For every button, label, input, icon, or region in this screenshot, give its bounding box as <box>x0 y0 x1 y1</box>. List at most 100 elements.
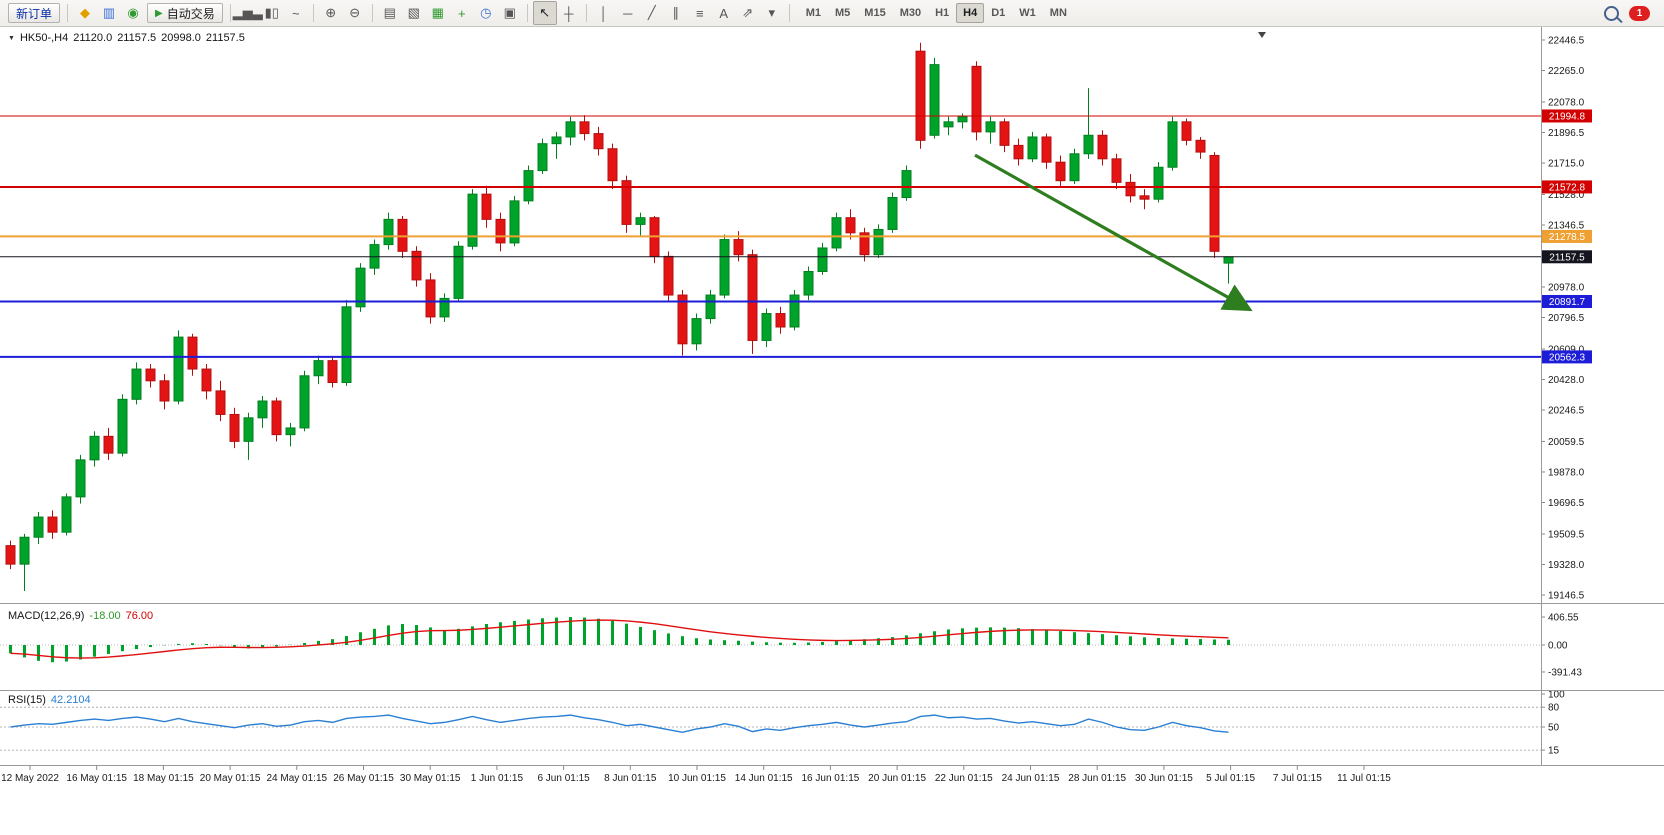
svg-text:19509.5: 19509.5 <box>1548 529 1585 540</box>
svg-text:11 Jul 01:15: 11 Jul 01:15 <box>1337 773 1391 784</box>
svg-text:20891.7: 20891.7 <box>1549 297 1586 308</box>
macd-main-value: -18.00 <box>89 610 121 622</box>
svg-text:21157.5: 21157.5 <box>1549 252 1585 263</box>
svg-text:0.00: 0.00 <box>1548 641 1568 652</box>
timeframe-m15-button[interactable]: M15 <box>857 3 892 23</box>
arrange-windows-icon[interactable]: ▦ <box>431 5 444 20</box>
text-icon[interactable]: A <box>719 5 729 21</box>
svg-text:12 May 2022: 12 May 2022 <box>1 773 59 784</box>
auto-trading-button[interactable]: ▶ 自动交易 <box>147 3 223 23</box>
trade-ticket-icon[interactable]: ◆ <box>80 5 91 20</box>
timeframe-group: M1 M5 M15 M30 H1 H4 D1 W1 MN <box>799 3 1074 23</box>
horizontal-level-lines[interactable] <box>0 115 1541 358</box>
macd-name: MACD(12,26,9) <box>8 610 85 622</box>
timeframe-h1-button[interactable]: H1 <box>928 3 956 23</box>
svg-text:21715.0: 21715.0 <box>1548 159 1585 170</box>
svg-text:26 May 01:15: 26 May 01:15 <box>333 773 394 784</box>
vertical-line-icon[interactable]: │ <box>599 5 608 21</box>
macd-label: MACD(12,26,9) -18.00 76.00 <box>8 610 158 622</box>
new-chart-icon[interactable]: + <box>457 5 466 21</box>
templates-icon[interactable]: ▣ <box>503 5 516 20</box>
macd-signal-value: 76.00 <box>125 610 154 622</box>
trendline-icon[interactable]: ╱ <box>647 5 656 20</box>
timeframe-mn-button[interactable]: MN <box>1043 3 1074 23</box>
horizontal-line-icon[interactable]: ─ <box>623 5 633 21</box>
zoom-in-icon[interactable]: ⊕ <box>325 5 337 20</box>
chart-close: 21157.5 <box>205 32 245 44</box>
svg-text:21528.0: 21528.0 <box>1548 190 1585 201</box>
tile-windows-icon[interactable]: ▤ <box>383 5 396 20</box>
svg-text:7 Jul 01:15: 7 Jul 01:15 <box>1273 773 1322 784</box>
svg-text:15: 15 <box>1548 746 1560 757</box>
price-level-badge <box>1542 180 1592 194</box>
periods-icon[interactable]: ◷ <box>480 5 492 20</box>
timeframe-m1-button[interactable]: M1 <box>799 3 828 23</box>
timeframe-m30-button[interactable]: M30 <box>893 3 928 23</box>
cascade-windows-icon[interactable]: ▧ <box>407 5 420 20</box>
svg-text:21896.5: 21896.5 <box>1548 128 1585 139</box>
shapes-dropdown-icon[interactable]: ▾ <box>768 5 775 20</box>
svg-text:-391.43: -391.43 <box>1548 667 1582 678</box>
macd-panel: 406.55 0.00 -391.43 <box>0 612 1582 678</box>
timeframe-h4-button[interactable]: H4 <box>956 3 985 23</box>
candlestick-chart-icon[interactable]: ▮▯ <box>264 5 279 20</box>
rsi-label: RSI(15) 42.2104 <box>8 694 96 706</box>
symbol-dropdown-icon[interactable]: ▼ <box>8 35 15 42</box>
charts-window-icon[interactable]: ▥ <box>102 5 116 20</box>
chart-area[interactable]: 22446.5 22265.0 22078.0 21896.5 21715.0 21528… <box>0 27 1664 835</box>
svg-text:100: 100 <box>1548 690 1565 701</box>
bar-chart-icon[interactable]: ▂▅▃ <box>232 5 263 20</box>
chart-canvas[interactable]: 22446.5 22265.0 22078.0 21896.5 21715.0 21528… <box>0 27 1664 835</box>
svg-text:80: 80 <box>1548 703 1560 714</box>
expert-advisor-icon[interactable]: ◉ <box>127 5 139 20</box>
timeframe-w1-button[interactable]: W1 <box>1012 3 1043 23</box>
notification-badge[interactable]: 1 <box>1629 5 1650 21</box>
svg-text:20978.0: 20978.0 <box>1548 282 1585 293</box>
toolbar: 新订单 ◆ ▥ ◉ ▶ 自动交易 ▂▅▃ ▮▯ ~ ⊕ ⊖ ▤ ▧ ▦ + ◷ ▣ ↖ ┼ │ ─ ╱ ∥ ≡ A ⇗ ▾ M1 M5… <box>0 0 1664 27</box>
svg-text:19878.0: 19878.0 <box>1548 467 1585 478</box>
fibonacci-icon[interactable]: ≡ <box>695 5 704 21</box>
svg-text:21572.8: 21572.8 <box>1549 182 1586 193</box>
chart-open: 21120.0 <box>73 32 113 44</box>
auto-trading-icon: ▶ <box>155 7 163 19</box>
price-axis: 22446.5 22265.0 22078.0 21896.5 21715.0 21528… <box>1541 36 1592 602</box>
search-icon[interactable] <box>1604 5 1619 21</box>
chart-low: 20998.0 <box>161 32 201 44</box>
price-level-badge <box>1542 294 1592 308</box>
toolbar-separator <box>526 4 528 22</box>
svg-text:20796.5: 20796.5 <box>1548 313 1585 324</box>
toolbar-left: 新订单 ◆ ▥ ◉ ▶ 自动交易 ▂▅▃ ▮▯ ~ ⊕ ⊖ ▤ ▧ ▦ + ◷ ▣ ↖ ┼ │ ─ ╱ ∥ ≡ A ⇗ ▾ <box>6 1 795 25</box>
svg-text:24 May 01:15: 24 May 01:15 <box>266 773 327 784</box>
svg-text:20609.0: 20609.0 <box>1548 345 1585 356</box>
chart-high: 21157.5 <box>117 32 157 44</box>
crosshair-icon[interactable]: ┼ <box>564 5 574 21</box>
svg-text:21994.8: 21994.8 <box>1549 111 1586 122</box>
toolbar-separator <box>585 4 587 22</box>
rsi-panel: 100 80 50 15 <box>0 690 1565 757</box>
svg-text:16 Jun 01:15: 16 Jun 01:15 <box>801 773 859 784</box>
trend-arrow[interactable] <box>974 153 1253 312</box>
svg-text:6 Jun 01:15: 6 Jun 01:15 <box>537 773 590 784</box>
timeframe-m5-button[interactable]: M5 <box>828 3 857 23</box>
cursor-icon[interactable]: ↖ <box>532 1 557 25</box>
price-level-badge <box>1542 109 1592 123</box>
svg-text:1 Jun 01:15: 1 Jun 01:15 <box>471 773 524 784</box>
rsi-name: RSI(15) <box>8 694 46 706</box>
chart-shift-marker <box>1258 32 1266 38</box>
toolbar-separator <box>788 4 790 22</box>
toolbar-separator <box>312 4 314 22</box>
zoom-out-icon[interactable]: ⊖ <box>349 5 361 20</box>
new-order-button[interactable]: 新订单 <box>8 3 61 23</box>
svg-text:5 Jul 01:15: 5 Jul 01:15 <box>1206 773 1255 784</box>
rsi-line <box>10 714 1229 733</box>
equidistant-channel-icon[interactable]: ∥ <box>672 5 679 20</box>
chart-symbol-period: HK50-,H4 <box>19 32 69 44</box>
svg-text:20562.3: 20562.3 <box>1549 352 1586 363</box>
svg-text:18 May 01:15: 18 May 01:15 <box>133 773 194 784</box>
svg-text:19328.0: 19328.0 <box>1548 560 1585 571</box>
arrow-label-icon[interactable]: ⇗ <box>742 5 754 20</box>
line-chart-icon[interactable]: ~ <box>291 5 300 21</box>
svg-text:16 May 01:15: 16 May 01:15 <box>66 773 127 784</box>
timeframe-d1-button[interactable]: D1 <box>984 3 1012 23</box>
price-level-badge <box>1542 250 1592 264</box>
